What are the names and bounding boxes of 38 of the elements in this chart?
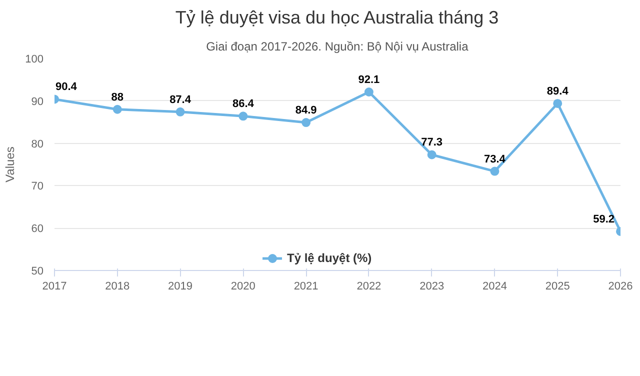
x-tick-label: 2024: [482, 280, 507, 292]
x-tick-label: 2019: [168, 280, 193, 292]
x-tick-label: 2026: [608, 280, 633, 292]
y-tick-label: 60: [31, 223, 44, 236]
point: [553, 98, 562, 108]
data-label: 88: [111, 91, 124, 104]
data-label: 84.9: [295, 104, 317, 117]
data-label: 59.2: [593, 213, 615, 226]
y-tick-label: 70: [31, 180, 44, 193]
chart-title: Tỷ lệ duyệt visa du học Australia tháng 3: [175, 8, 499, 28]
point: [364, 88, 374, 96]
x-tick-label: 2020: [230, 280, 256, 292]
data-label: 86.4: [232, 98, 255, 110]
point: [176, 107, 185, 116]
y-tick-label: 80: [31, 138, 44, 150]
data-label: 89.4: [546, 85, 570, 98]
y-tick-label: 100: [25, 54, 44, 66]
x-tick-label: 2017: [42, 280, 67, 292]
data-label: 90.4: [56, 81, 78, 94]
x-tick-label: 2022: [356, 280, 382, 292]
point: [112, 104, 122, 114]
y-axis-title: Values: [3, 146, 18, 182]
x-tick-label: 2021: [294, 280, 318, 292]
data-label: 73.4: [484, 153, 506, 166]
data-label: 87.4: [170, 94, 192, 106]
x-tick-label: 2025: [545, 280, 570, 292]
data-label: 77.3: [421, 136, 443, 149]
y-tick-label: 50: [31, 266, 44, 278]
point: [490, 166, 500, 176]
data-label: 92.1: [358, 74, 380, 86]
point: [427, 150, 436, 160]
x-tick-label: 2023: [420, 280, 444, 292]
chart-subtitle: Giai đoạn 2017-2026. Nguồn: Bộ Nội vụ Australia: [206, 40, 469, 54]
point: [302, 118, 311, 128]
point: [238, 112, 248, 121]
legend-label: Tỷ lệ duyệt (%): [287, 251, 372, 265]
x-tick-label: 2018: [105, 280, 130, 292]
y-tick-label: 90: [31, 96, 44, 108]
